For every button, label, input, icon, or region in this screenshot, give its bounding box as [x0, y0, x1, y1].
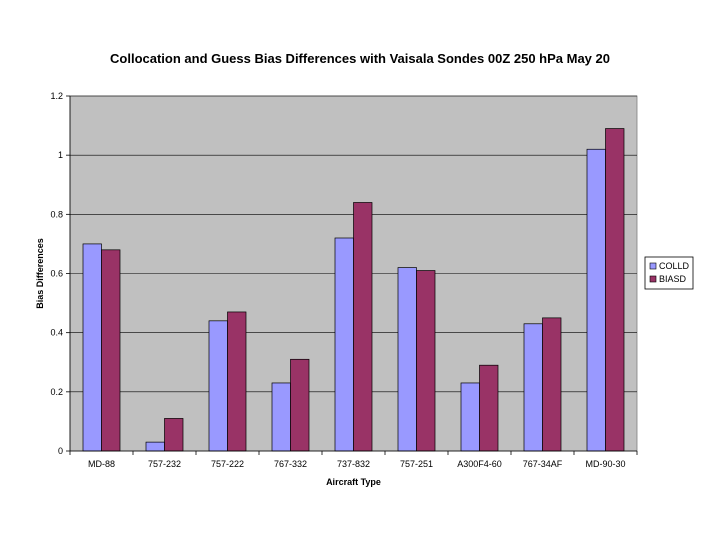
x-tick-label: MD-88 — [88, 459, 115, 469]
bar-biasd-737-832 — [353, 202, 373, 452]
x-tick-label: 737-832 — [337, 459, 370, 469]
x-tick-label: A300F4-60 — [457, 459, 502, 469]
bar-biasd-757-232 — [164, 418, 184, 452]
bar-colld-md-88 — [82, 243, 102, 452]
bar-colld-md-90-30 — [586, 148, 606, 452]
legend-label-colld: COLLD — [659, 261, 690, 271]
bar-colld-757-222 — [208, 320, 228, 452]
y-tick-label: 0.4 — [50, 328, 63, 338]
bar-colld-757-232 — [145, 441, 165, 452]
legend-label-biasd: BIASD — [659, 274, 687, 284]
bar-biasd-md-90-30 — [605, 128, 625, 452]
bar-biasd-a300f4-60 — [479, 364, 499, 452]
bar-colld-a300f4-60 — [460, 382, 480, 452]
x-tick-labels: MD-88 757-232 757-222 767-332 737-832 757-251… — [69, 451, 638, 469]
x-tick-label: MD-90-30 — [585, 459, 625, 469]
bar-biasd-757-251 — [416, 270, 436, 452]
y-tick-label: 0.2 — [50, 387, 63, 397]
bar-colld-767-332 — [271, 382, 291, 452]
y-tick-label: 0.6 — [50, 269, 63, 279]
chart-title: Collocation and Guess Bias Differences w… — [110, 51, 610, 66]
y-axis-title: Bias Differences — [35, 238, 45, 309]
y-tick-labels: 0 0.2 0.4 0.6 0.8 1 1.2 — [50, 91, 70, 456]
x-tick-label: 757-222 — [211, 459, 244, 469]
y-tick-label: 0 — [58, 446, 63, 456]
legend: COLLD BIASD — [644, 256, 694, 290]
bar-colld-757-251 — [397, 267, 417, 452]
bar-biasd-md-88 — [101, 249, 121, 452]
legend-box — [644, 256, 694, 290]
x-tick-label: 757-232 — [148, 459, 181, 469]
x-tick-label: 767-332 — [274, 459, 307, 469]
x-tick-label: 757-251 — [400, 459, 433, 469]
bars — [82, 128, 625, 452]
y-tick-label: 1 — [58, 150, 63, 160]
bar-colld-767-34af — [523, 323, 543, 452]
legend-swatch-biasd — [649, 275, 657, 283]
y-tick-label: 0.8 — [50, 209, 63, 219]
bar-biasd-757-222 — [227, 311, 247, 452]
bar-biasd-767-332 — [290, 358, 310, 452]
bar-colld-737-832 — [334, 237, 354, 452]
y-tick-label: 1.2 — [50, 91, 63, 101]
bar-biasd-767-34af — [542, 317, 562, 452]
x-axis-title: Aircraft Type — [326, 477, 381, 487]
x-tick-label: 767-34AF — [523, 459, 563, 469]
legend-swatch-colld — [649, 262, 657, 270]
